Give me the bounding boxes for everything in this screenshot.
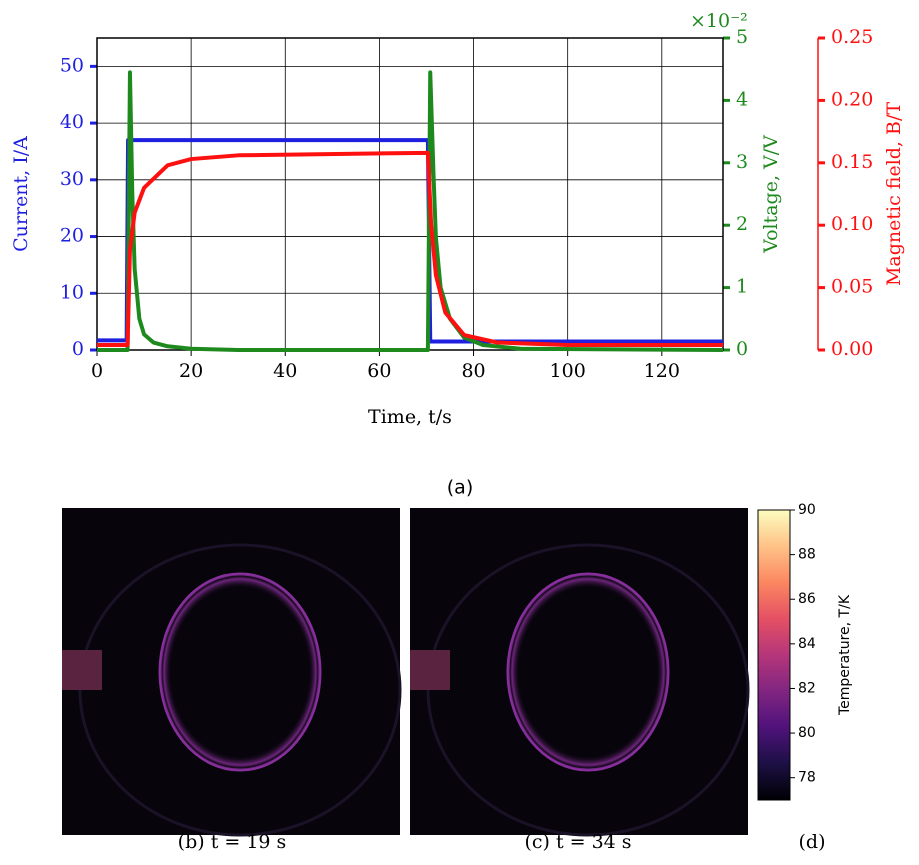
colorbar-label: Temperature, T/K: [837, 594, 853, 716]
x-tick-label: 20: [179, 360, 203, 382]
y3-tick-label: 0.10: [831, 213, 873, 235]
y2-multiplier: ×10⁻²: [690, 10, 748, 32]
colorbar: [757, 509, 791, 801]
x-tick-label: 120: [644, 360, 680, 382]
y-axis-label: Current, I/A: [10, 136, 32, 252]
y-tick-label: 40: [60, 111, 84, 133]
y3-tick-label: 0.00: [831, 338, 873, 360]
x-tick-label: 40: [273, 360, 297, 382]
panel-caption: (d): [799, 831, 826, 853]
y2-axis-label: Voltage, V/V: [760, 135, 782, 254]
colorbar-tick-label: 86: [798, 591, 816, 607]
x-axis-label: Time, t/s: [368, 406, 452, 428]
colorbar-tick-label: 88: [798, 547, 816, 563]
colorbar-tick-label: 90: [798, 502, 816, 518]
y2-tick-label: 0: [736, 338, 748, 360]
y-tick-label: 50: [60, 54, 84, 76]
thermal-image-c: [410, 508, 750, 837]
y3-tick-label: 0.25: [831, 26, 873, 48]
colorbar-tick-label: 80: [798, 725, 816, 741]
thermal-image-b: [62, 508, 402, 837]
colorbar-tick-label: 84: [798, 636, 816, 652]
y-tick-label: 30: [60, 168, 84, 190]
y3-axis-label: Magnetic field, B/T: [883, 102, 905, 286]
y2-tick-label: 5: [736, 26, 748, 48]
y2-tick-label: 2: [736, 213, 748, 235]
data-line: [97, 150, 723, 348]
colorbar-tick-label: 78: [798, 770, 816, 786]
y3-tick-label: 0.05: [831, 276, 873, 298]
y-tick-label: 0: [72, 338, 84, 360]
y-tick-label: 10: [60, 281, 84, 303]
y3-tick-label: 0.15: [831, 151, 873, 173]
panel-caption: (c) t = 34 s: [524, 831, 631, 853]
y2-tick-label: 3: [736, 151, 748, 173]
x-tick-label: 60: [367, 360, 391, 382]
x-tick-label: 80: [461, 360, 485, 382]
panel-caption: (b) t = 19 s: [178, 831, 287, 853]
y3-tick-label: 0.20: [831, 88, 873, 110]
panel-label: (a): [447, 477, 473, 499]
y2-tick-label: 4: [736, 88, 748, 110]
x-tick-label: 0: [91, 360, 103, 382]
colorbar-tick-label: 82: [798, 680, 816, 696]
x-tick-label: 100: [550, 360, 586, 382]
y-tick-label: 20: [60, 225, 84, 247]
y2-tick-label: 1: [736, 276, 748, 298]
